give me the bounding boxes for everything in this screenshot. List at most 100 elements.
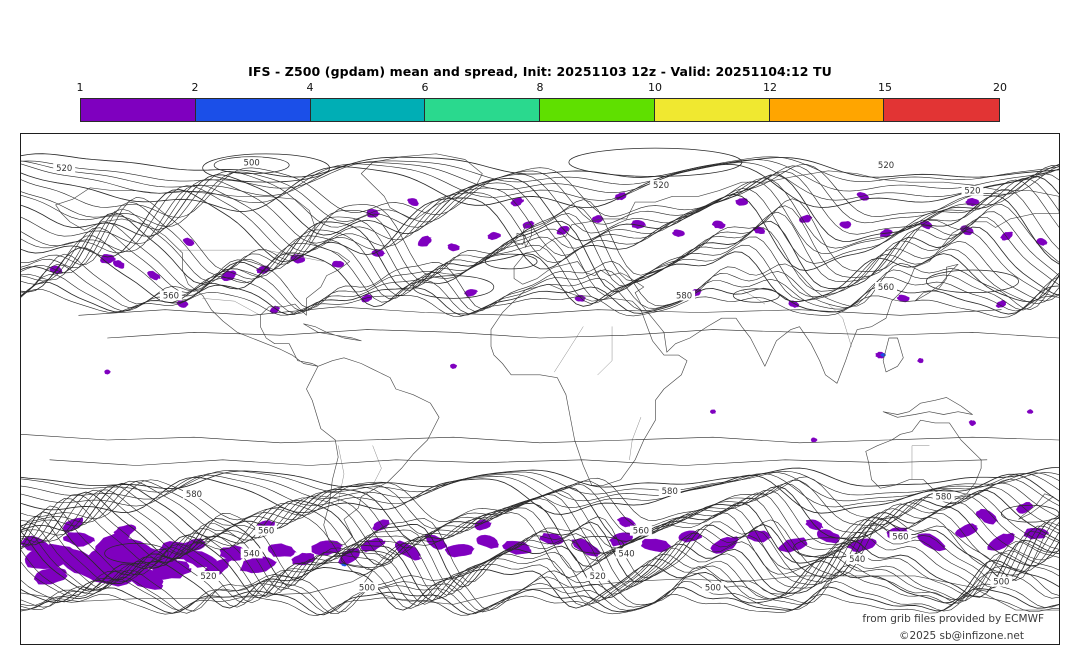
colorbar-tick-12: 12 bbox=[763, 81, 777, 94]
z500-contour bbox=[21, 153, 1059, 178]
spread-region bbox=[417, 235, 432, 247]
political-border bbox=[202, 298, 261, 316]
svg-text:580: 580 bbox=[662, 486, 678, 496]
spread-region bbox=[487, 231, 502, 241]
political-border bbox=[629, 417, 642, 461]
contour-label: 560 bbox=[255, 526, 278, 536]
svg-text:520: 520 bbox=[590, 571, 606, 581]
z500-closed-contour bbox=[793, 537, 864, 559]
contour-label: 580 bbox=[182, 489, 205, 499]
z500-contour bbox=[21, 171, 1059, 235]
svg-text:500: 500 bbox=[244, 157, 260, 167]
spread-region bbox=[147, 270, 161, 281]
political-border bbox=[179, 249, 324, 262]
spread-region bbox=[476, 534, 500, 549]
colorbar-tick-8: 8 bbox=[536, 81, 544, 94]
spread-region bbox=[113, 524, 137, 537]
political-border bbox=[911, 445, 930, 480]
z500-contour bbox=[21, 235, 1059, 304]
colorbar-tick-15: 15 bbox=[878, 81, 892, 94]
colorbar-segment-8-10 bbox=[540, 99, 655, 121]
contour-label-layer: 520 520 520 500 520 560 580 560 580 580 580 560 560 5… bbox=[53, 157, 1013, 592]
spread-region bbox=[447, 243, 460, 252]
z500-contour bbox=[21, 511, 1059, 588]
colorbar-segment-12-15 bbox=[769, 99, 885, 121]
contour-label: 500 bbox=[356, 582, 379, 592]
spread-region bbox=[182, 237, 195, 247]
contour-label: 500 bbox=[701, 582, 724, 592]
z500-contour bbox=[21, 472, 1059, 508]
spread-region bbox=[917, 533, 947, 552]
spread-region bbox=[33, 566, 68, 585]
contour-label: 580 bbox=[673, 290, 696, 300]
svg-text:560: 560 bbox=[163, 290, 179, 300]
contour-label: 540 bbox=[240, 548, 263, 558]
contour-label: 540 bbox=[846, 554, 869, 564]
political-border bbox=[554, 326, 584, 373]
contour-label: 520 bbox=[650, 180, 673, 190]
spread-region bbox=[556, 225, 570, 235]
z500-contour bbox=[21, 505, 1059, 583]
z500-closed-contour bbox=[104, 543, 169, 564]
spread-shading-layer bbox=[21, 192, 1050, 590]
political-border bbox=[828, 303, 852, 347]
spread-region bbox=[710, 536, 740, 554]
coastline bbox=[55, 187, 350, 367]
political-border bbox=[372, 445, 382, 486]
colorbar: 1 2 4 6 8 10 12 15 20 bbox=[77, 81, 1007, 122]
spread-region bbox=[450, 363, 458, 369]
z500-contour bbox=[21, 593, 1059, 617]
contour-label: 520 bbox=[961, 186, 984, 196]
political-border bbox=[597, 326, 613, 376]
z500-contour bbox=[21, 253, 1059, 311]
spread-region bbox=[464, 289, 479, 297]
z500-closed-contour bbox=[732, 288, 780, 303]
contour-label: 520 bbox=[875, 160, 898, 170]
spread-region bbox=[1015, 501, 1034, 514]
z500-contour bbox=[21, 570, 1059, 614]
contour-label: 520 bbox=[586, 571, 609, 581]
svg-text:520: 520 bbox=[200, 571, 216, 581]
colorbar-segment-4-6 bbox=[310, 99, 426, 121]
z500-contour bbox=[21, 247, 1059, 308]
spread-region bbox=[1035, 237, 1048, 246]
z500-contour bbox=[21, 531, 1059, 602]
z500-contour bbox=[21, 288, 1059, 318]
z500-contour bbox=[21, 165, 1059, 227]
coastline bbox=[1018, 493, 1054, 520]
spread-region bbox=[256, 265, 271, 274]
spread-region bbox=[671, 229, 685, 238]
coastline bbox=[306, 357, 440, 546]
z500-contour bbox=[21, 489, 1059, 562]
spread-region bbox=[788, 300, 800, 308]
z500-contour bbox=[21, 185, 1059, 264]
page-title: IFS - Z500 (gpdam) mean and spread, Init… bbox=[248, 64, 832, 79]
z500-contour bbox=[21, 264, 1059, 312]
z500-contour bbox=[21, 177, 1059, 249]
svg-text:520: 520 bbox=[653, 180, 669, 190]
svg-text:520: 520 bbox=[56, 163, 72, 173]
contour-label: 520 bbox=[197, 571, 220, 581]
contour-layer bbox=[21, 147, 1059, 617]
spread-region bbox=[311, 540, 344, 556]
spread-region bbox=[968, 420, 976, 427]
svg-text:500: 500 bbox=[359, 582, 375, 592]
z500-contour bbox=[21, 515, 1059, 592]
spread-region bbox=[975, 508, 999, 525]
colorbar-tick-4: 4 bbox=[306, 81, 314, 94]
z500-contour bbox=[78, 306, 1002, 316]
z500-contour bbox=[21, 564, 1059, 613]
colorbar-segment-10-12 bbox=[654, 99, 770, 121]
spread-region bbox=[591, 215, 604, 223]
svg-text:540: 540 bbox=[618, 548, 634, 558]
colorbar-segments bbox=[80, 98, 1000, 122]
colorbar-tick-20: 20 bbox=[993, 81, 1007, 94]
z500-closed-contour bbox=[412, 275, 495, 299]
spread-region bbox=[711, 220, 726, 229]
z500-contour bbox=[21, 212, 1059, 296]
colorbar-segment-6-8 bbox=[425, 99, 540, 121]
z500-contour bbox=[21, 197, 1059, 277]
spread-region bbox=[104, 369, 111, 375]
svg-text:580: 580 bbox=[936, 492, 952, 502]
colorbar-tick-10: 10 bbox=[648, 81, 662, 94]
